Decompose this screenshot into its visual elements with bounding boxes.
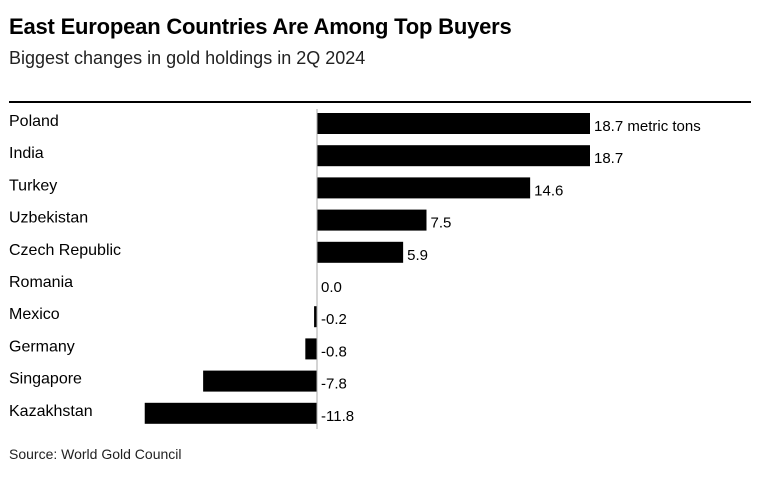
category-label: Kazakhstan — [9, 403, 93, 420]
category-label: Czech Republic — [9, 242, 121, 259]
value-label: -0.8 — [321, 343, 347, 360]
value-label: 0.0 — [321, 279, 342, 296]
bar — [203, 370, 317, 392]
value-label: 18.7 — [594, 150, 623, 167]
value-label: -7.8 — [321, 376, 347, 393]
bar — [314, 306, 317, 328]
chart-title: East European Countries Are Among Top Bu… — [9, 14, 512, 39]
value-label: 5.9 — [407, 247, 428, 264]
bar — [317, 145, 590, 167]
category-label: Poland — [9, 113, 59, 130]
chart-subtitle: Biggest changes in gold holdings in 2Q 2… — [9, 48, 366, 68]
bar-chart: Poland 18.7 metric tons India 18.7 Turkey 14.… — [9, 109, 701, 429]
category-label: Turkey — [9, 177, 57, 194]
source-note: Source: World Gold Council — [9, 446, 182, 462]
category-label: Singapore — [9, 371, 82, 388]
bar — [317, 209, 427, 231]
bar — [317, 241, 404, 263]
category-label: Germany — [9, 338, 75, 355]
top-rule — [9, 101, 751, 103]
value-label: -11.8 — [321, 408, 354, 425]
value-label: 18.7 metric tons — [594, 118, 701, 135]
value-label: -0.2 — [321, 311, 347, 328]
category-label: Uzbekistan — [9, 210, 88, 227]
category-label: Mexico — [9, 306, 60, 323]
category-label: India — [9, 145, 44, 162]
category-label: Romania — [9, 274, 73, 291]
value-label: 7.5 — [430, 215, 451, 232]
bar — [305, 338, 317, 360]
bar — [317, 113, 590, 134]
value-label: 14.6 — [534, 182, 563, 199]
bar — [144, 402, 317, 424]
bar — [317, 177, 531, 199]
